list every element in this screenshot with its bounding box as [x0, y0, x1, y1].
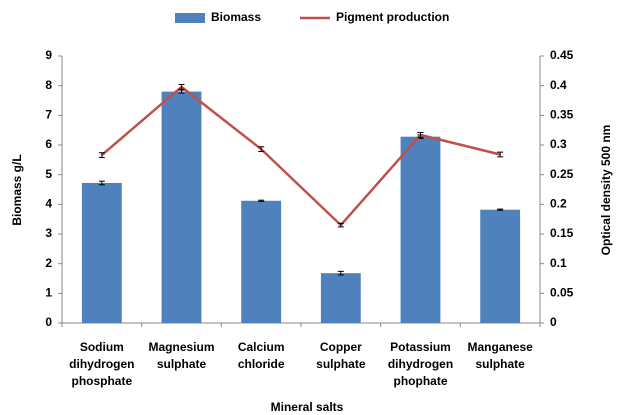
error-bar — [98, 180, 105, 186]
bar — [81, 182, 122, 323]
y-tick-label: 0 — [45, 315, 52, 329]
error-bar — [337, 270, 344, 276]
y-tick-label: 7 — [45, 108, 52, 122]
y2-tick-label: 0.35 — [550, 108, 574, 122]
legend-swatch — [175, 13, 205, 23]
x-tick-label: sulphate — [157, 357, 207, 371]
y2-tick-label: 0 — [550, 315, 557, 329]
y-tick-label: 6 — [45, 137, 52, 151]
error-bar — [258, 199, 265, 202]
legend-label: Biomass — [211, 10, 261, 24]
x-tick-label: sulphate — [475, 357, 525, 371]
legend-label: Pigment production — [336, 10, 449, 24]
bar — [400, 136, 441, 323]
error-bar — [98, 152, 105, 158]
y-axis-title: Biomass g/L — [10, 154, 24, 225]
x-axis-title: Mineral salts — [271, 400, 344, 414]
y2-tick-label: 0.3 — [550, 137, 567, 151]
y2-tick-label: 0.4 — [550, 78, 567, 92]
x-tick-label: Sodium — [80, 340, 124, 354]
bar — [161, 91, 202, 323]
y2-tick-label: 0.1 — [550, 256, 567, 270]
x-tick-label: phosphate — [71, 374, 132, 388]
x-tick-label: dihydrogen — [69, 357, 134, 371]
y2-tick-label: 0.15 — [550, 226, 574, 240]
x-tick-label: Calcium — [238, 340, 285, 354]
x-tick-label: dihydrogen — [388, 357, 453, 371]
x-tick-label: sulphate — [316, 357, 366, 371]
bar — [320, 273, 361, 323]
x-tick-label: chloride — [238, 357, 285, 371]
y-tick-label: 5 — [45, 167, 52, 181]
y2-tick-label: 0.25 — [550, 167, 574, 181]
y-tick-label: 1 — [45, 286, 52, 300]
y2-tick-label: 0.2 — [550, 197, 567, 211]
bar — [480, 209, 521, 323]
x-tick-label: Copper — [320, 340, 362, 354]
y-tick-label: 4 — [45, 197, 52, 211]
error-bar — [417, 132, 424, 138]
x-tick-label: Magnesium — [148, 340, 214, 354]
error-bar — [337, 222, 344, 228]
error-bar — [497, 208, 504, 211]
y2-tick-label: 0.45 — [550, 48, 574, 62]
y-tick-label: 8 — [45, 78, 52, 92]
y-tick-label: 9 — [45, 48, 52, 62]
y2-axis-title: Optical density 500 nm — [599, 125, 613, 256]
x-tick-label: phophate — [394, 374, 448, 388]
x-tick-label: Potassium — [390, 340, 451, 354]
y-tick-label: 3 — [45, 226, 52, 240]
x-tick-label: Manganese — [467, 340, 533, 354]
bar — [241, 200, 282, 323]
line — [101, 85, 501, 227]
y-tick-label: 2 — [45, 256, 52, 270]
y2-tick-label: 0.05 — [550, 286, 574, 300]
error-bar — [497, 151, 504, 158]
error-bar — [258, 146, 265, 153]
error-bar — [178, 83, 185, 90]
